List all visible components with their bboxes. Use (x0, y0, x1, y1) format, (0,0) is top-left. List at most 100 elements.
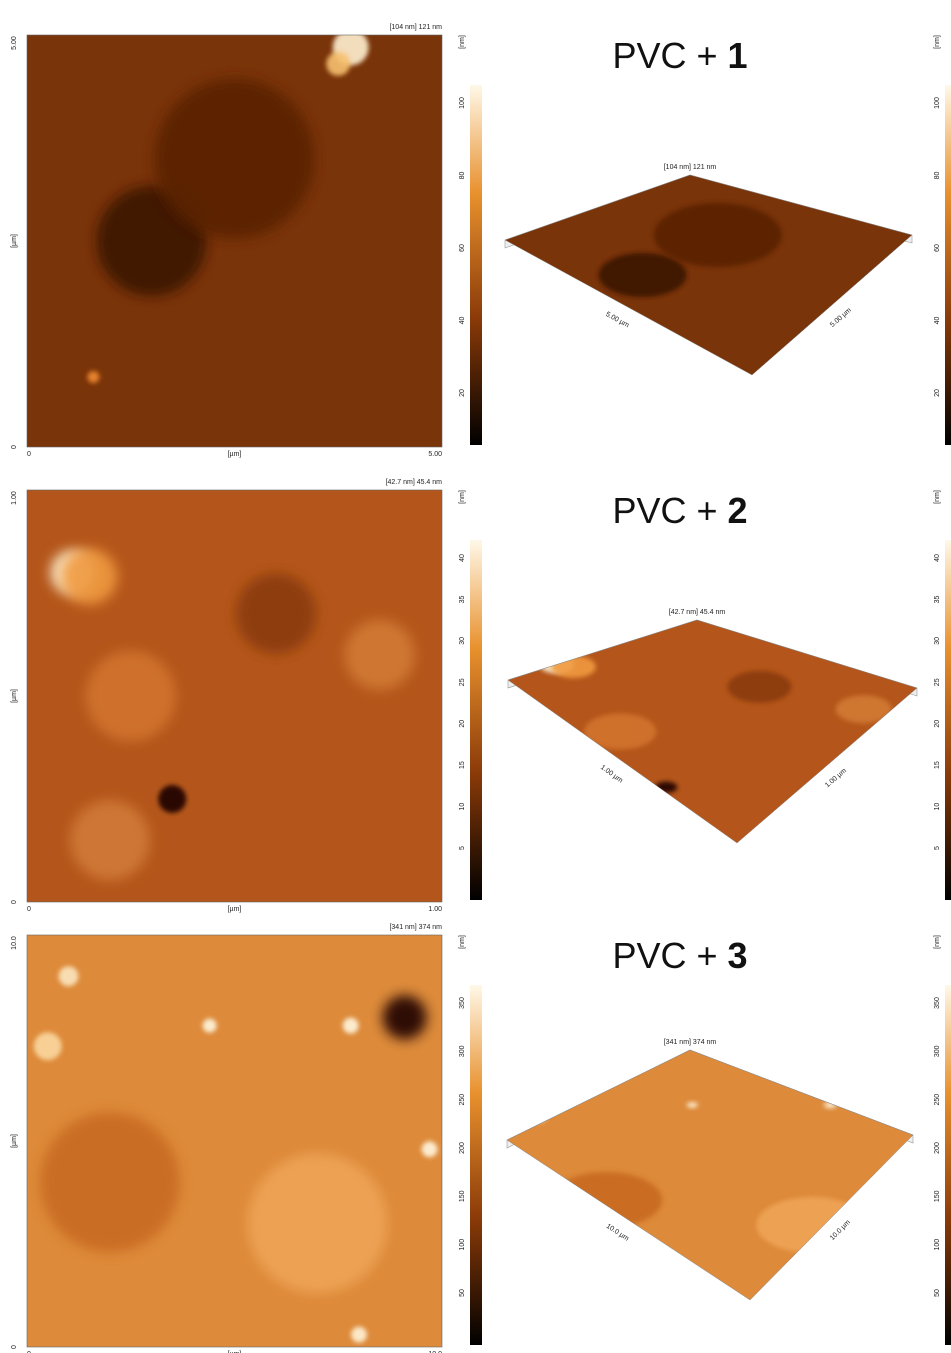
colorbar (470, 540, 482, 900)
surface-feature (202, 1018, 217, 1033)
y-axis-min: 0 (11, 900, 18, 904)
colorbar-tick: 200 (459, 1142, 466, 1154)
axis-label-3d: 1.00 µm (599, 764, 624, 785)
image-frame (26, 934, 443, 1348)
colorbar-tick: 5 (459, 846, 466, 850)
height-range-3d: [341 nm] 374 nm (664, 1039, 717, 1046)
axis-label-3d: 10.0 µm (605, 1223, 630, 1243)
colorbar-tick: 300 (934, 1045, 941, 1057)
colorbar-tick: 100 (934, 97, 941, 109)
y-axis-min: 0 (11, 445, 18, 449)
height-range: [42.7 nm] 45.4 nm (386, 479, 443, 486)
surface-feature (344, 619, 415, 690)
x-axis-min: 0 (27, 451, 31, 458)
colorbar (945, 540, 951, 900)
colorbar-tick: 100 (459, 97, 466, 109)
colorbar-tick: 40 (934, 317, 941, 325)
colorbar (470, 85, 482, 445)
surface-base (507, 1050, 913, 1300)
height-range-3d: [42.7 nm] 45.4 nm (669, 609, 726, 616)
axis-label-3d: 5.00 µm (829, 307, 853, 329)
image-frame (26, 489, 443, 903)
colorbar-tick: 10 (459, 803, 466, 811)
surface-feature (808, 175, 838, 189)
surface-feature (236, 573, 316, 654)
x-axis-unit: [µm] (228, 451, 242, 458)
colorbar-tick: 20 (459, 720, 466, 728)
surface-3d (505, 175, 912, 375)
afm-panel: [341 nm] 374 nm10.0[µm]00[µm]10.0[nm]350… (11, 924, 951, 1353)
y-axis-max: 10.0 (11, 936, 18, 950)
surface-feature (542, 1071, 559, 1079)
colorbar-tick: 350 (459, 997, 466, 1009)
colorbar-tick: 35 (934, 595, 941, 603)
colorbar-tick: 30 (934, 637, 941, 645)
colorbar-tick: 150 (934, 1190, 941, 1202)
surface-feature (756, 1197, 869, 1253)
surface-feature (421, 1141, 438, 1158)
afm-image (27, 35, 442, 447)
surface-feature (584, 713, 657, 750)
surface-feature (802, 184, 823, 194)
colorbar-tick: 40 (459, 554, 466, 562)
x-axis-min: 0 (27, 1351, 31, 1353)
afm-image (27, 935, 442, 1347)
surface-feature (653, 203, 782, 267)
surface-feature (686, 1102, 698, 1108)
colorbar-tick: 50 (934, 1289, 941, 1297)
surface-feature (58, 966, 79, 987)
colorbar-tick: 10 (934, 803, 941, 811)
axis-label-3d: 5.00 µm (604, 311, 630, 329)
surface-feature (351, 1326, 367, 1343)
x-axis-max: 5.00 (428, 451, 442, 458)
surface-feature (727, 670, 792, 703)
surface-feature (550, 1172, 663, 1228)
height-range: [341 nm] 374 nm (389, 924, 442, 931)
colorbar-tick: 35 (459, 595, 466, 603)
surface-outline (504, 174, 913, 376)
surface-outline (506, 1049, 914, 1301)
x-axis-min: 0 (27, 906, 31, 913)
afm-image (27, 490, 442, 902)
surface-feature (154, 78, 315, 239)
surface-feature (591, 338, 601, 344)
surface-feature (61, 548, 118, 605)
surface-feature (342, 1017, 359, 1034)
surface-feature (854, 1289, 868, 1296)
axis-label-3d: 1.00 µm (824, 767, 848, 789)
colorbar-tick: 25 (459, 678, 466, 686)
surface-base (508, 620, 917, 843)
surface-feature (40, 1112, 180, 1253)
colorbar-tick: 20 (934, 389, 941, 397)
colorbar-tick: 100 (934, 1239, 941, 1251)
colorbar (945, 985, 951, 1345)
surface-outline (507, 619, 918, 844)
colorbar-tick: 100 (459, 1239, 466, 1251)
colorbar (470, 985, 482, 1345)
surface-feature (33, 1032, 62, 1061)
title-number: 3 (728, 935, 748, 976)
y-axis-max: 5.00 (11, 36, 18, 50)
title-number: 2 (728, 490, 748, 531)
surface-feature (158, 785, 187, 813)
colorbar-unit: [nm] (459, 490, 466, 504)
y-axis-unit: [µm] (11, 689, 18, 703)
colorbar (945, 85, 951, 445)
colorbar-tick: 50 (459, 1289, 466, 1297)
panel-title: PVC + 1 (612, 35, 747, 76)
colorbar-unit: [nm] (934, 35, 941, 49)
y-axis-max: 1.00 (11, 491, 18, 505)
afm-panel: [104 nm] 121 nm 5.00 [µm] 0 0 [µm] 5.00 [nm] 100… (11, 24, 951, 458)
surface-feature (87, 370, 100, 383)
colorbar-tick: 40 (459, 317, 466, 325)
colorbar-tick: 300 (459, 1045, 466, 1057)
title-prefix: PVC + (612, 490, 727, 531)
title-prefix: PVC + (612, 935, 727, 976)
surface-feature (835, 695, 892, 724)
surface-feature (70, 800, 150, 881)
height-range: [104 nm] 121 nm (389, 24, 442, 31)
colorbar-unit: [nm] (459, 935, 466, 949)
colorbar-tick: 15 (934, 761, 941, 769)
colorbar-tick: 250 (459, 1094, 466, 1106)
